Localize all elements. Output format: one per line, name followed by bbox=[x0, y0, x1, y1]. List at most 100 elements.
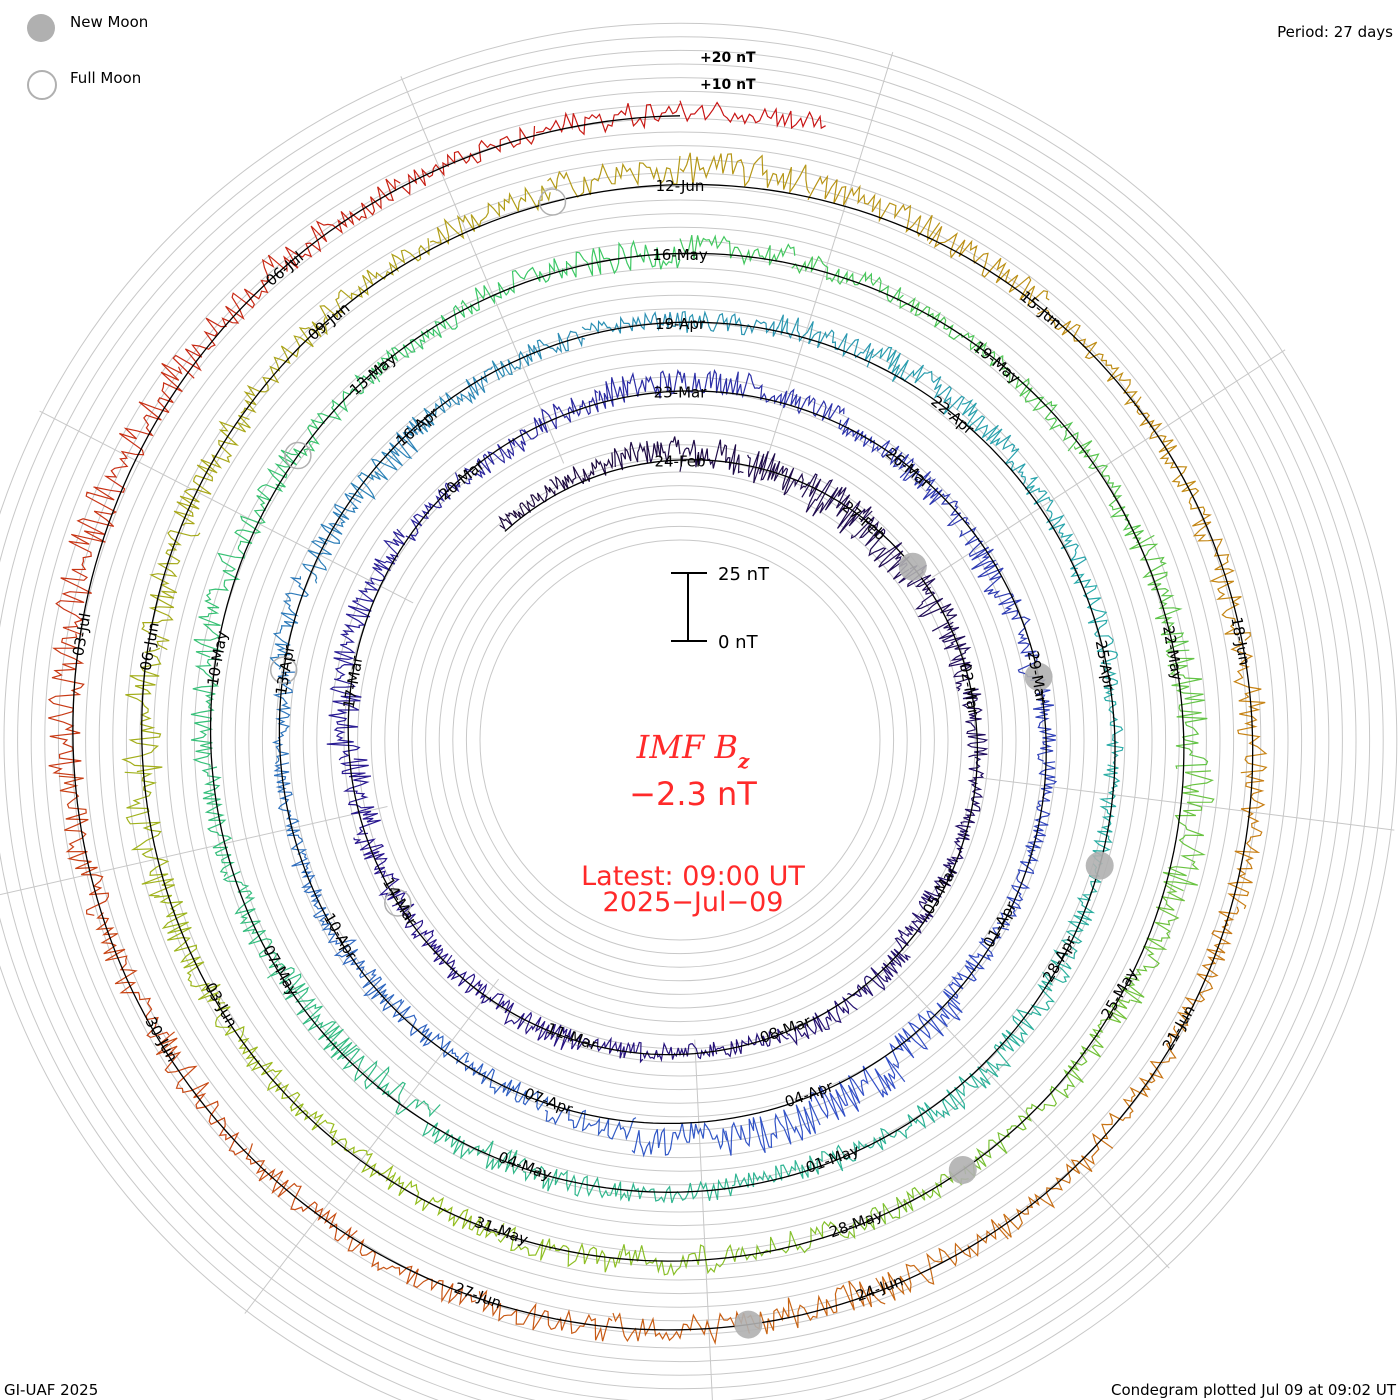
bz-day-trace bbox=[1166, 653, 1209, 770]
bz-day-trace bbox=[387, 1172, 505, 1239]
full-moon-marker bbox=[269, 656, 298, 684]
parameter-title: IMF Bz bbox=[636, 728, 750, 773]
bz-day-trace bbox=[411, 366, 494, 435]
bz-day-trace bbox=[333, 600, 372, 680]
bz-day-trace bbox=[961, 398, 1027, 485]
radial-spoke bbox=[883, 959, 1170, 1269]
legend-new-moon-label: New Moon bbox=[70, 13, 149, 31]
grid-ring bbox=[139, 199, 1221, 1281]
bz-day-trace bbox=[1230, 640, 1268, 774]
date-label: 09-Jun bbox=[304, 299, 353, 344]
bz-day-trace bbox=[838, 417, 914, 471]
bz-day-trace bbox=[93, 362, 183, 493]
scale-top-label: 25 nT bbox=[718, 564, 770, 585]
bz-day-trace bbox=[961, 688, 989, 758]
bz-day-trace bbox=[810, 1056, 906, 1121]
grid-ring bbox=[85, 145, 1275, 1335]
radial-spoke bbox=[931, 349, 1286, 578]
date-label: 21-Jun bbox=[1159, 1002, 1199, 1053]
bz-day-trace bbox=[462, 429, 527, 485]
grid-ring bbox=[438, 498, 922, 982]
bz-day-trace bbox=[464, 1061, 549, 1111]
grid-ring bbox=[316, 376, 1044, 1104]
grid-ring bbox=[112, 172, 1248, 1308]
date-label: 25-Apr bbox=[1092, 639, 1119, 692]
bz-day-trace bbox=[679, 234, 796, 266]
bz-day-trace bbox=[190, 658, 220, 768]
bz-day-trace bbox=[899, 463, 970, 527]
grid-ring bbox=[180, 240, 1180, 1240]
latest-time: Latest: 09:00 UT bbox=[581, 861, 805, 892]
date-label: 20-Mar bbox=[436, 455, 489, 503]
date-label: 04-Apr bbox=[782, 1077, 836, 1111]
bz-day-trace bbox=[549, 452, 614, 491]
date-label: 12-Jun bbox=[656, 177, 705, 195]
bz-day-trace bbox=[996, 845, 1041, 926]
bz-day-trace bbox=[760, 388, 845, 421]
period-label: Period: 27 days bbox=[1277, 23, 1393, 41]
bz-day-trace bbox=[283, 178, 401, 272]
date-label: 26-Mar bbox=[882, 444, 935, 492]
bz-day-trace bbox=[326, 678, 362, 761]
ring-label-20: +20 nT bbox=[700, 50, 756, 66]
date-label: 27-Jun bbox=[452, 1279, 504, 1313]
date-label: 05-Mar bbox=[919, 862, 961, 917]
current-value: −2.3 nT bbox=[629, 775, 757, 813]
bz-day-trace bbox=[245, 1143, 358, 1242]
bz-day-trace bbox=[850, 516, 910, 580]
grid-ring bbox=[166, 226, 1194, 1254]
bz-day-trace bbox=[598, 368, 681, 409]
bz-day-trace bbox=[503, 999, 575, 1051]
grid-ring bbox=[234, 294, 1126, 1186]
bz-day-trace bbox=[958, 526, 1014, 599]
bz-day-trace bbox=[642, 1041, 718, 1063]
bz-day-trace bbox=[535, 103, 681, 136]
bz-day-trace bbox=[522, 1165, 628, 1202]
bz-day-trace bbox=[353, 837, 407, 901]
bz-day-trace bbox=[679, 310, 779, 337]
bz-day-trace bbox=[570, 1034, 644, 1064]
bz-day-trace bbox=[618, 1243, 740, 1277]
date-label: 10-May bbox=[204, 629, 231, 687]
date-label: 03-Jul bbox=[69, 612, 94, 658]
bz-day-trace bbox=[1133, 396, 1206, 515]
bz-day-trace bbox=[222, 871, 285, 979]
footer-plot-time: Condegram plotted Jul 09 at 09:02 UT bbox=[1110, 1381, 1396, 1399]
bz-day-trace bbox=[193, 549, 245, 658]
bz-day-trace bbox=[960, 756, 985, 825]
bz-day-trace bbox=[998, 595, 1040, 678]
bz-day-trace bbox=[240, 317, 328, 414]
grid-ring bbox=[3, 63, 1357, 1400]
date-label: 22-Apr bbox=[927, 392, 978, 439]
grid-ring bbox=[465, 525, 895, 955]
scale-bar bbox=[671, 572, 707, 642]
date-label: 03-Jun bbox=[201, 979, 241, 1030]
bz-day-trace bbox=[1001, 355, 1079, 452]
bz-day-trace bbox=[234, 449, 298, 550]
grid-ring bbox=[0, 50, 1370, 1400]
bz-day-trace bbox=[460, 258, 568, 315]
bz-day-trace bbox=[1177, 906, 1240, 1033]
grid-ring bbox=[0, 36, 1384, 1400]
bz-day-trace bbox=[807, 174, 941, 242]
bz-day-trace bbox=[787, 996, 858, 1046]
bz-day-trace bbox=[612, 1310, 750, 1346]
bz-day-trace bbox=[631, 1121, 728, 1158]
grid-ring bbox=[207, 267, 1153, 1213]
new-moon-marker bbox=[1085, 851, 1114, 880]
bz-day-trace bbox=[871, 346, 965, 415]
bz-day-trace bbox=[445, 954, 509, 1010]
full-moon-marker bbox=[538, 188, 567, 216]
radial-spoke bbox=[244, 978, 500, 1314]
bz-day-trace bbox=[801, 473, 873, 534]
bz-day-trace bbox=[1092, 764, 1121, 866]
bz-day-trace bbox=[679, 369, 763, 400]
grid-ring bbox=[275, 335, 1085, 1145]
bz-day-trace bbox=[498, 485, 556, 531]
radial-spoke bbox=[400, 76, 565, 464]
bz-day-trace bbox=[999, 959, 1072, 1052]
date-label: 31-May bbox=[472, 1213, 530, 1249]
grid-ring bbox=[17, 77, 1343, 1400]
bz-day-trace bbox=[355, 528, 406, 603]
grid-ring bbox=[57, 117, 1303, 1363]
